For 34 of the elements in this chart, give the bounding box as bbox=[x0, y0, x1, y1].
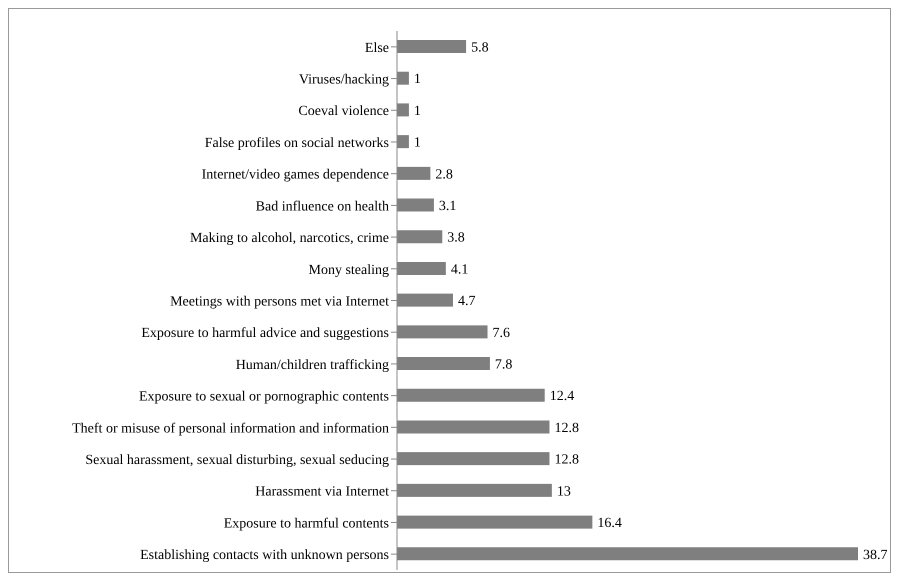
data-label: 38.7 bbox=[863, 548, 888, 563]
data-label: 1 bbox=[414, 72, 421, 88]
y-tick-label: Exposure to harmful contents bbox=[224, 516, 389, 532]
data-label: 1 bbox=[414, 136, 421, 151]
data-label: 12.8 bbox=[554, 420, 579, 436]
data-label: 5.8 bbox=[471, 40, 489, 56]
data-label: 12.8 bbox=[554, 452, 579, 468]
y-tick-label: Exposure to sexual or pornographic contents bbox=[139, 390, 389, 405]
data-label: 12.4 bbox=[550, 389, 574, 404]
y-tick-label: Mony stealing bbox=[308, 262, 389, 278]
y-tick-label: Else bbox=[364, 40, 389, 56]
y-tick-label: Internet/video games dependence bbox=[202, 168, 389, 183]
y-tick-label: Establishing contacts with unknown persons bbox=[140, 548, 389, 564]
data-label: 13 bbox=[556, 484, 571, 500]
data-label: 4.1 bbox=[450, 262, 468, 278]
y-tick-label: False profiles on social networks bbox=[204, 136, 389, 151]
y-tick-label: Human/children trafficking bbox=[236, 358, 389, 373]
y-tick-label: Viruses/hacking bbox=[298, 72, 389, 88]
data-label: 16.4 bbox=[597, 516, 622, 532]
data-label: 2.8 bbox=[435, 167, 453, 182]
y-tick-label: Theft or misuse of personal information and information bbox=[72, 421, 389, 436]
data-label: 4.7 bbox=[458, 294, 476, 310]
data-label: 7.8 bbox=[494, 358, 512, 373]
data-label: 7.6 bbox=[492, 326, 510, 341]
data-label: 3.8 bbox=[447, 230, 465, 246]
y-tick-label: Coeval violence bbox=[298, 104, 389, 120]
y-tick-label: Sexual harassment, sexual disturbing, sexual seducing bbox=[85, 453, 389, 468]
y-tick-label: Exposure to harmful advice and suggestions bbox=[141, 326, 389, 342]
y-tick-label: Making to alcohol, narcotics, crime bbox=[190, 231, 389, 246]
y-tick-label: Harassment via Internet bbox=[255, 484, 390, 500]
y-tick-label: Meetings with persons met via Internet bbox=[170, 294, 390, 310]
data-label: 1 bbox=[414, 104, 421, 119]
y-tick-label: Bad influence on health bbox=[256, 199, 389, 214]
data-label: 3.1 bbox=[438, 199, 456, 214]
